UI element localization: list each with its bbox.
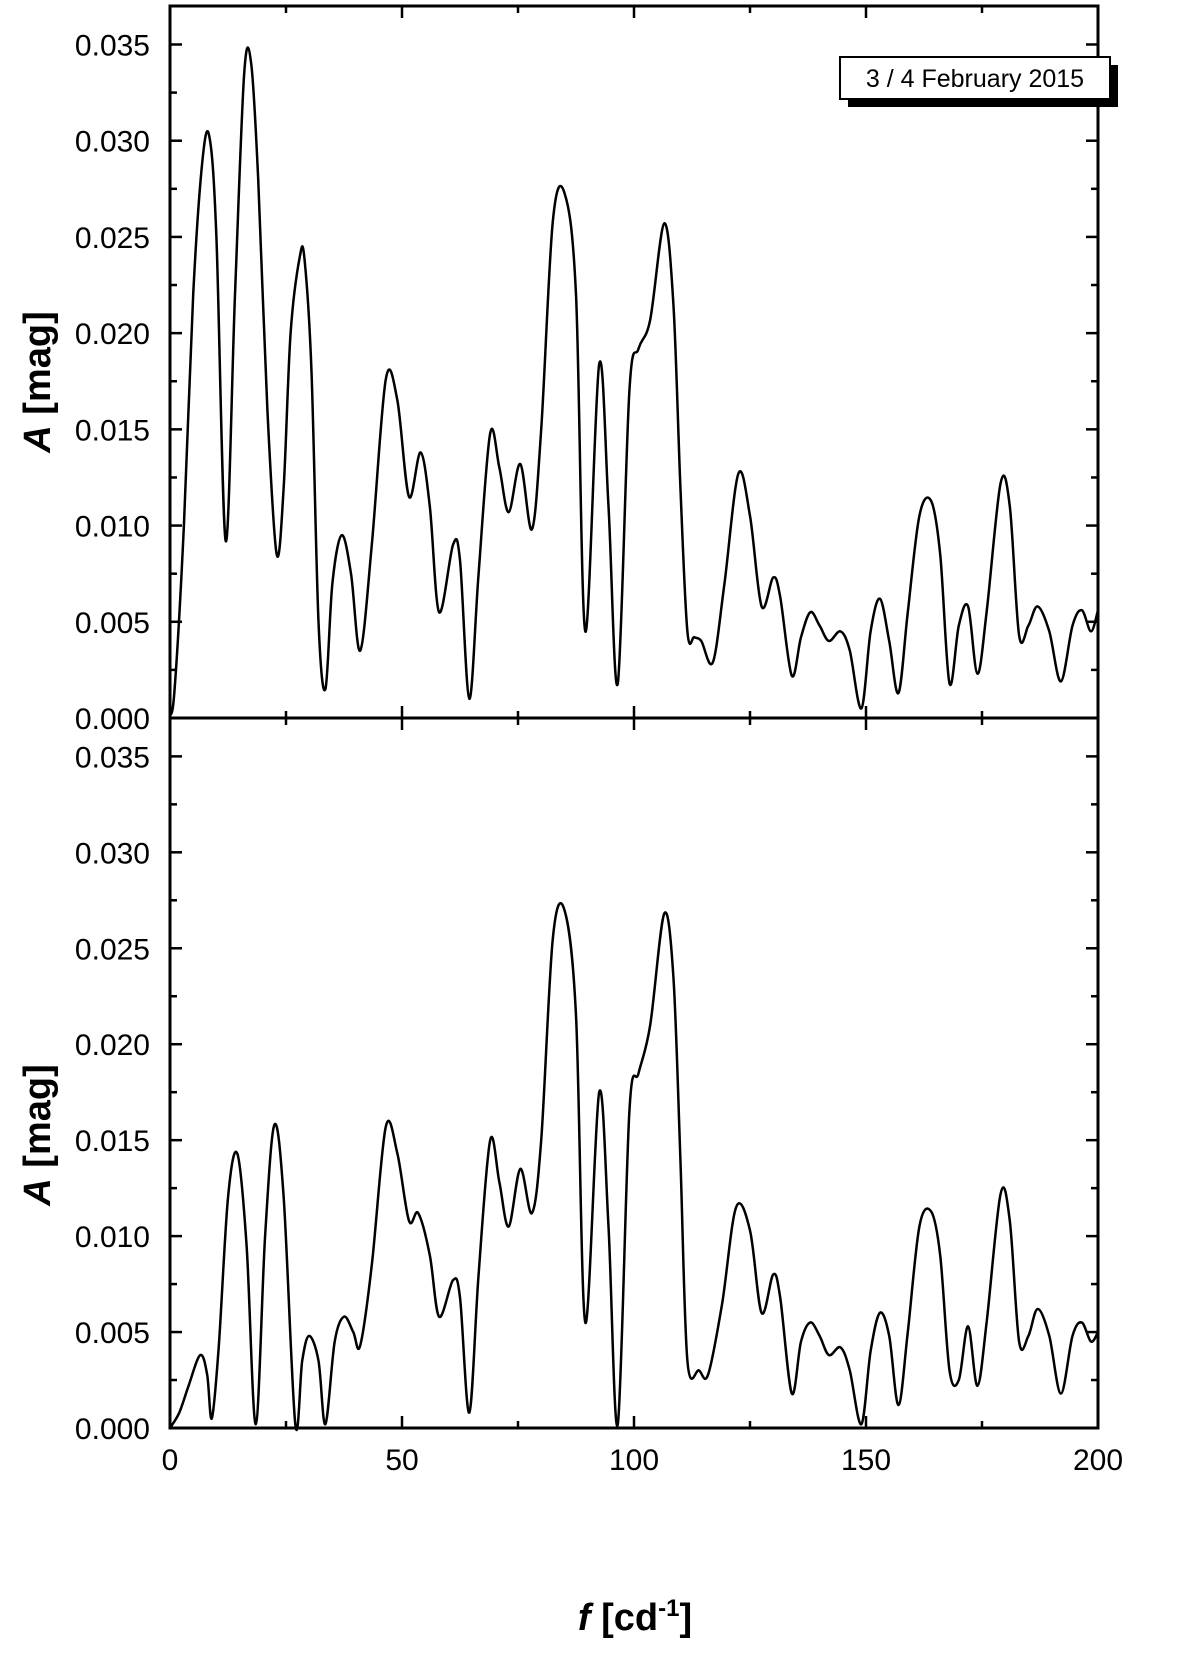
bottom-y-axis-label: A [mag] — [17, 1064, 59, 1206]
top-y-tick-labels: 0.000 0.005 0.010 0.015 0.020 0.025 0.030 0.035 — [75, 29, 150, 736]
bottom-axis-ticks — [168, 718, 1100, 1430]
x-tick-label: 100 — [609, 1444, 659, 1477]
bottom-y-tick-labels: 0.000 0.005 0.010 0.015 0.020 0.025 0.030 0.035 — [75, 741, 150, 1446]
date-legend-box: 3 / 4 February 2015 — [839, 56, 1118, 107]
y-tick-label: 0.000 — [75, 1413, 150, 1446]
top-axis-ticks — [168, 6, 1100, 720]
y-tick-label: 0.035 — [75, 29, 150, 62]
y-tick-label: 0.035 — [75, 741, 150, 774]
y-tick-label: 0.005 — [75, 1317, 150, 1350]
y-tick-label: 0.020 — [75, 318, 150, 351]
legend-date-label: 3 / 4 February 2015 — [866, 65, 1084, 93]
y-tick-label: 0.025 — [75, 933, 150, 966]
y-tick-label: 0.010 — [75, 1221, 150, 1254]
y-tick-label: 0.030 — [75, 837, 150, 870]
y-tick-label: 0.030 — [75, 126, 150, 159]
bottom-panel: 0.000 0.005 0.010 0.015 0.020 0.025 0.030 0.035… — [17, 716, 1123, 1639]
top-y-axis-label: A [mag] — [17, 311, 59, 453]
x-tick-label: 50 — [385, 1444, 418, 1477]
bottom-amplitude-spectrum-line — [168, 902, 1100, 1432]
y-tick-label: 0.000 — [75, 703, 150, 736]
top-amplitude-spectrum-line — [168, 46, 1100, 717]
y-tick-label: 0.020 — [75, 1029, 150, 1062]
x-axis-label: f [cd-1] — [578, 1595, 692, 1639]
x-tick-label: 0 — [162, 1444, 179, 1477]
x-tick-label: 200 — [1073, 1444, 1123, 1477]
y-tick-label: 0.015 — [75, 1125, 150, 1158]
top-plot-frame — [168, 4, 1100, 720]
legend-box — [839, 56, 1111, 100]
y-tick-label: 0.025 — [75, 222, 150, 255]
x-tick-label: 150 — [841, 1444, 891, 1477]
top-panel: 0.000 0.005 0.010 0.015 0.020 0.025 0.030 0.035… — [17, 4, 1118, 736]
y-tick-label: 0.010 — [75, 511, 150, 544]
bottom-x-tick-labels: 0 50 100 150 200 — [162, 1444, 1123, 1477]
bottom-plot-frame — [168, 716, 1100, 1430]
y-tick-label: 0.005 — [75, 607, 150, 640]
y-tick-label: 0.015 — [75, 414, 150, 447]
